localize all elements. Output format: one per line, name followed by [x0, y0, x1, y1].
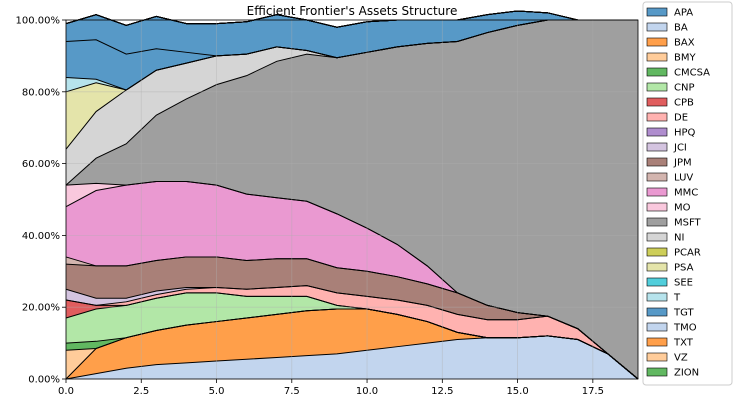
line-jci [65, 285, 639, 380]
legend-label-bmy: BMY [674, 53, 696, 64]
y-tick-label: 80.00% [22, 87, 60, 98]
legend-swatch-cpb [646, 97, 668, 107]
legend-label-hpq: HPQ [674, 128, 696, 139]
legend-swatch-psa [646, 262, 668, 272]
line-cpb [65, 292, 639, 380]
chart-title: Efficient Frontier's Assets Structure [247, 4, 458, 18]
legend-swatch-cnp [646, 82, 668, 92]
legend-label-tgt: TGT [673, 308, 695, 319]
x-tick-label: 5.0 [209, 386, 225, 397]
x-tick-label: 10.0 [356, 386, 378, 397]
legend-label-ba: BA [674, 23, 688, 34]
line-see [65, 10, 638, 28]
x-tick-label: 7.5 [284, 386, 300, 397]
legend-swatch-ni [646, 232, 668, 242]
legend-label-vz: VZ [674, 353, 688, 364]
area-de [66, 285, 638, 379]
x-tick-label: 0.0 [58, 386, 74, 397]
legend-swatch-cmcsa [646, 67, 668, 77]
y-tick-label: 60.00% [22, 159, 60, 170]
legend-label-pcar: PCAR [674, 248, 701, 259]
legend-swatch-mmc [646, 187, 668, 197]
y-tick-label: 0.00% [28, 375, 60, 386]
legend-swatch-de [646, 112, 668, 122]
legend-swatch-luv [646, 172, 668, 182]
legend-label-mo: MO [674, 203, 691, 214]
legend-swatch-jpm [646, 157, 668, 167]
legend-label-zion: ZION [674, 368, 699, 379]
legend-label-bax: BAX [674, 38, 695, 49]
legend-label-mmc: MMC [674, 188, 698, 199]
legend-label-cnp: CNP [674, 83, 695, 94]
legend-swatch-pcar [646, 247, 668, 257]
x-tick-label: 15.0 [506, 386, 528, 397]
area-mmc [66, 181, 638, 379]
area-apa [66, 20, 638, 90]
legend-label-de: DE [674, 113, 688, 124]
area-tmo [66, 335, 638, 379]
legend-swatch-see [646, 277, 668, 287]
legend-label-t: T [673, 293, 681, 304]
legend-label-ni: NI [674, 233, 684, 244]
legend-swatch-zion [646, 367, 668, 377]
y-tick-label: 20.00% [22, 303, 60, 314]
legend-label-jpm: JPM [673, 158, 692, 169]
area-ni [66, 20, 638, 186]
legend-swatch-ba [646, 22, 668, 32]
legend-swatch-apa [646, 7, 668, 17]
x-tick-label: 12.5 [431, 386, 453, 397]
legend-label-luv: LUV [674, 173, 693, 184]
area-cnp [66, 292, 638, 379]
legend-swatch-jci [646, 142, 668, 152]
legend-label-cpb: CPB [674, 98, 694, 109]
legend-label-txt: TXT [673, 338, 694, 349]
area-msft [66, 20, 638, 379]
line-apa [65, 19, 638, 59]
area-tgt [66, 11, 638, 58]
line-mo [65, 181, 639, 380]
legend-label-tmo: TMO [673, 323, 697, 334]
legend-label-psa: PSA [674, 263, 694, 274]
x-tick-label: 2.5 [133, 386, 149, 397]
legend-label-jci: JCI [673, 143, 687, 154]
legend-swatch-hpq [646, 127, 668, 137]
legend-swatch-bax [646, 37, 668, 47]
plot-frame [65, 19, 639, 380]
x-tick-label: 17.5 [582, 386, 604, 397]
y-tick-label: 40.00% [22, 231, 60, 242]
axes: 0.0 2.5 5.0 7.5 10.0 12.5 15.0 17.5 0.00% 20.00% 4… [16, 16, 639, 397]
legend-swatch-txt [646, 337, 668, 347]
area-jpm [66, 256, 638, 379]
legend-swatch-t [646, 292, 668, 302]
y-tick-label: 100.00% [16, 16, 61, 27]
legend-swatch-mo [646, 202, 668, 212]
legend-swatch-vz [646, 352, 668, 362]
legend-swatch-msft [646, 217, 668, 227]
legend-label-msft: MSFT [674, 218, 702, 229]
legend-label-see: SEE [674, 278, 693, 289]
plot-area [65, 10, 639, 380]
legend-swatch-tmo [646, 322, 668, 332]
legend-swatch-tgt [646, 307, 668, 317]
legend-swatch-bmy [646, 52, 668, 62]
legend-label-cmcsa: CMCSA [674, 68, 710, 79]
legend-label-apa: APA [674, 8, 693, 19]
legend: APA BA BAX BMY CMCSA CNP CPB DE HPQ JCI JPM LUV MMC M… [642, 1, 733, 386]
